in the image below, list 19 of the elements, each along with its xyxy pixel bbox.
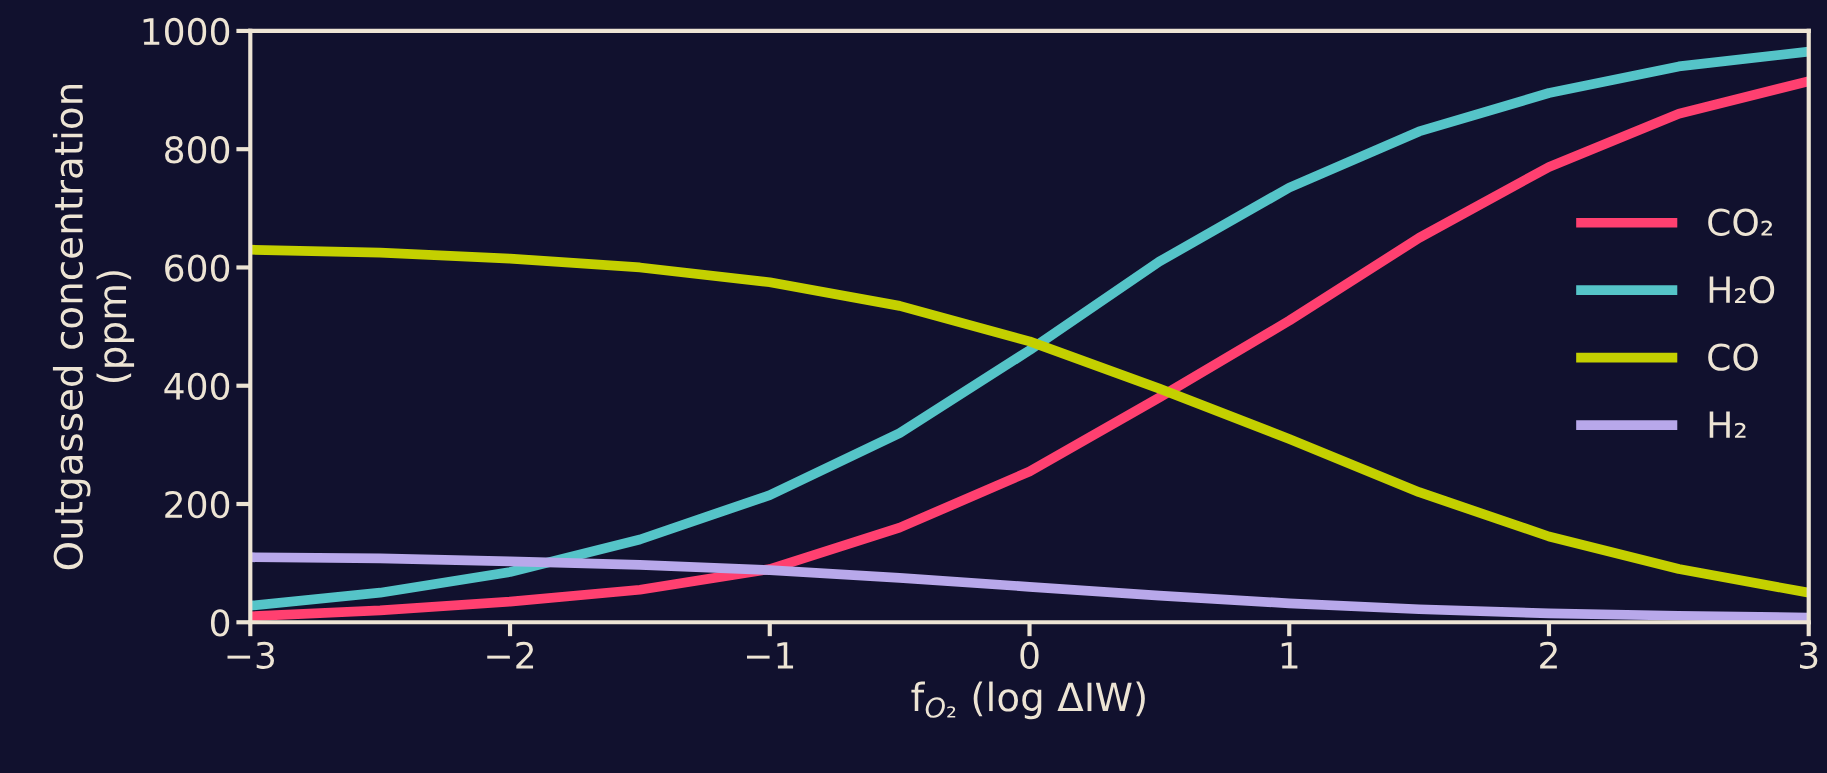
legend-label: H₂O — [1709, 276, 1775, 304]
legend-label: CO₂ — [1708, 208, 1773, 236]
y-axis-title: Outgassed concentration (ppm) — [52, 84, 135, 570]
y-tick-label: 400 — [164, 372, 230, 400]
legend-label: H₂ — [1709, 411, 1746, 438]
x-tick-label: 1 — [1281, 642, 1298, 669]
x-tick-label: −1 — [746, 642, 794, 669]
y-tick-label: 200 — [165, 490, 230, 519]
y-tick-label: 0 — [210, 609, 230, 637]
x-tick-label: 3 — [1800, 641, 1818, 669]
y-tick-label: 1000 — [143, 17, 230, 46]
legend-label: CO — [1708, 343, 1758, 371]
x-tick-label: 2 — [1540, 641, 1557, 669]
x-tick-label: 0 — [1020, 641, 1039, 669]
x-tick-label: −3 — [227, 641, 275, 669]
y-tick-label: 800 — [165, 136, 230, 164]
x-tick-label: −2 — [487, 641, 534, 669]
y-tick-label: 600 — [165, 254, 230, 282]
x-axis-title: f$_{O₂}$ (log ΔIW) — [911, 681, 1145, 720]
